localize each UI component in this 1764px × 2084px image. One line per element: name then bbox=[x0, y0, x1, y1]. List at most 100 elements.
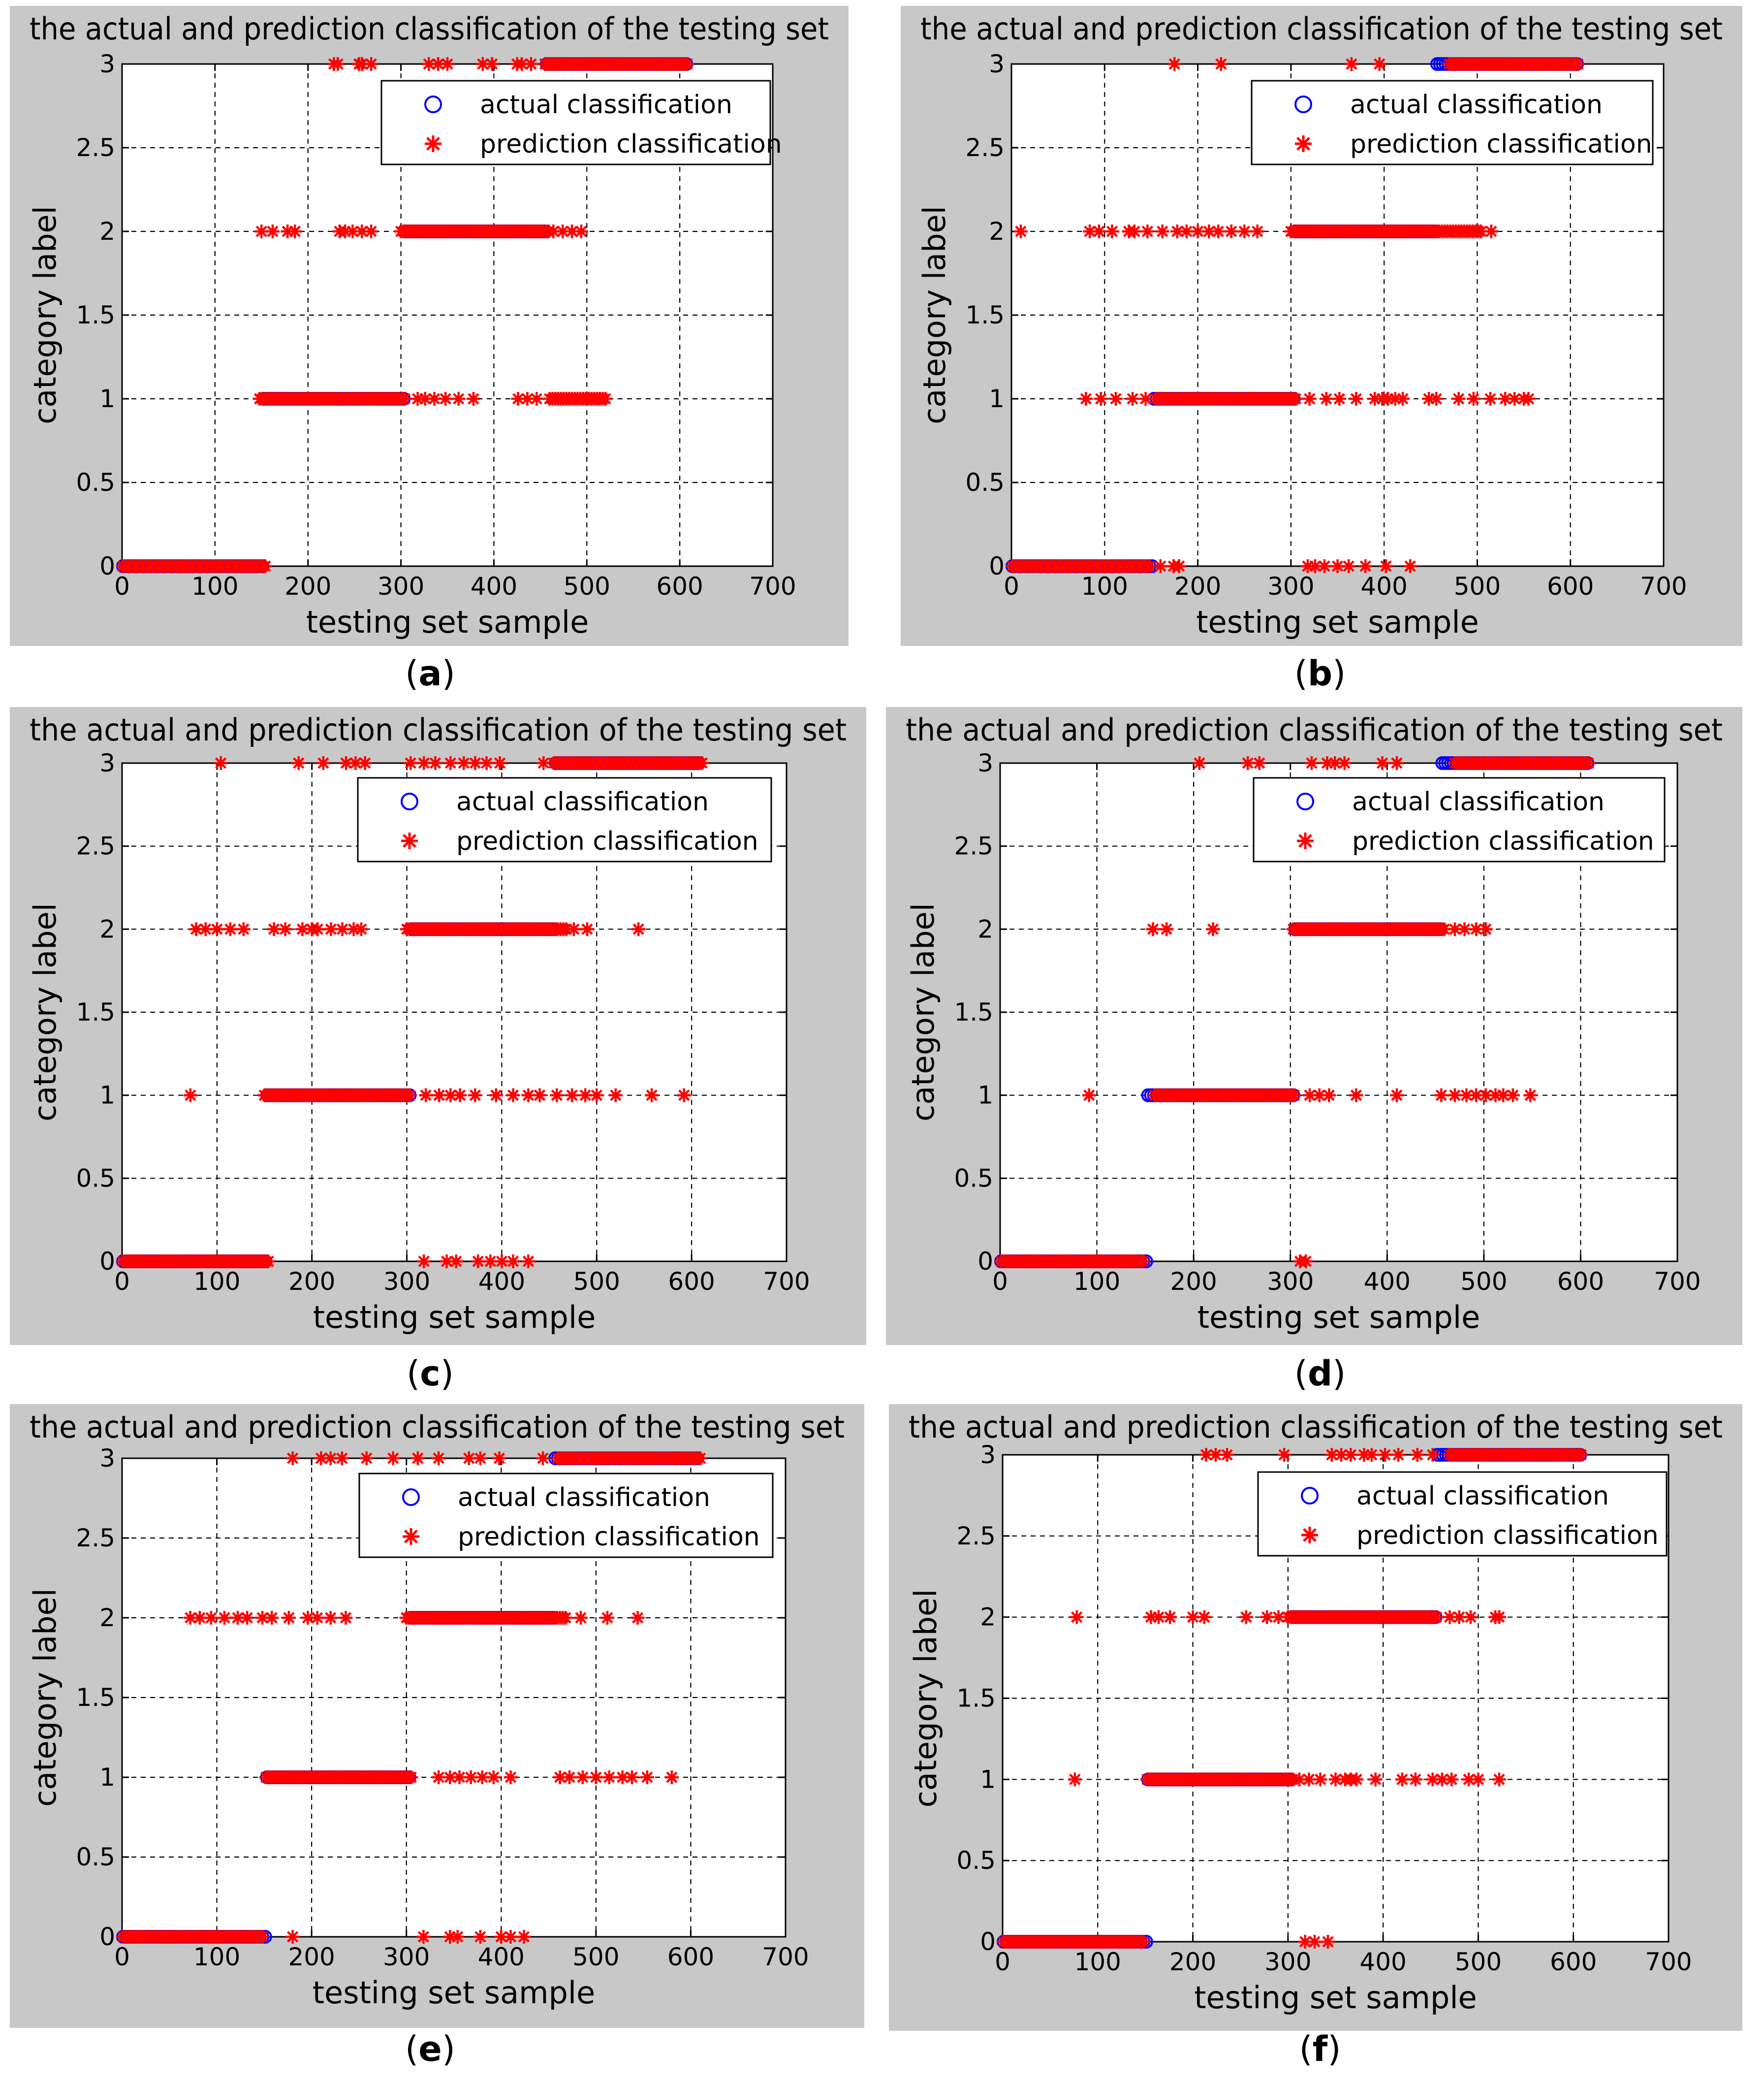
x-tick-label: 700 bbox=[763, 1267, 810, 1296]
grid-lines bbox=[121, 63, 774, 567]
prediction-point bbox=[693, 1451, 707, 1465]
x-tick-label: 700 bbox=[762, 1943, 809, 1971]
prediction-point bbox=[255, 1930, 270, 1944]
x-tick-label: 600 bbox=[1550, 1948, 1597, 1976]
prediction-point bbox=[439, 392, 453, 406]
prediction-point bbox=[1070, 1610, 1084, 1624]
prediction-point bbox=[1410, 1448, 1424, 1462]
x-tick-label: 200 bbox=[1169, 1948, 1216, 1976]
prediction-point bbox=[440, 1254, 454, 1268]
prediction-point bbox=[1127, 224, 1141, 238]
prediction-point bbox=[598, 392, 613, 406]
chart-panel-c: 0 100 200 300 400 500 600 700 0 0.5 1 1.5 2 2.5 3 actua… bbox=[10, 707, 866, 1345]
prediction-point bbox=[285, 1451, 300, 1465]
chart-title: the actual and prediction classification… bbox=[30, 1409, 845, 1445]
prediction-point bbox=[1462, 1772, 1476, 1787]
prediction-point bbox=[386, 1451, 400, 1465]
prediction-point bbox=[1241, 756, 1255, 770]
prediction-point bbox=[602, 1770, 616, 1784]
prediction-point bbox=[485, 57, 499, 71]
prediction-point bbox=[427, 392, 441, 406]
prediction-point bbox=[1429, 1610, 1444, 1624]
caption-letter: c bbox=[420, 1353, 441, 1394]
caption-letter: a bbox=[418, 653, 441, 694]
prediction-point bbox=[664, 1770, 679, 1784]
y-axis-label: category label bbox=[27, 903, 63, 1122]
y-axis-label: category label bbox=[905, 903, 941, 1122]
prediction-point bbox=[346, 922, 361, 936]
prediction-point bbox=[521, 1088, 536, 1102]
prediction-point bbox=[520, 392, 535, 406]
prediction-point bbox=[590, 1088, 604, 1102]
chart-title: the actual and prediction classification… bbox=[30, 712, 847, 748]
y-tick-label: 1.5 bbox=[76, 1683, 115, 1712]
prediction-point bbox=[443, 1088, 458, 1102]
prediction-point bbox=[468, 756, 482, 770]
x-axis-label: testing set sample bbox=[1194, 1980, 1477, 2016]
prediction-point bbox=[452, 1770, 467, 1784]
legend-circle-icon bbox=[401, 793, 418, 810]
prediction-point bbox=[339, 756, 353, 770]
prediction-point bbox=[410, 1451, 425, 1465]
prediction-series bbox=[116, 1451, 707, 1944]
y-tick-label: 2 bbox=[977, 915, 993, 943]
x-tick-label: 400 bbox=[478, 1267, 525, 1296]
caption-letter: f bbox=[1313, 2029, 1328, 2069]
prediction-point bbox=[355, 224, 369, 238]
prediction-point bbox=[1307, 1935, 1322, 1949]
y-tick-label: 0.5 bbox=[954, 1164, 993, 1192]
y-tick-label: 2.5 bbox=[76, 133, 115, 162]
prediction-point bbox=[471, 1254, 485, 1268]
legend-entry: prediction classification bbox=[456, 827, 758, 856]
prediction-point bbox=[1302, 392, 1317, 406]
legend-circle-icon bbox=[402, 1488, 420, 1506]
x-tick-label: 0 bbox=[114, 572, 130, 601]
x-tick-label: 0 bbox=[1004, 572, 1019, 601]
prediction-point bbox=[511, 392, 525, 406]
prediction-point bbox=[457, 756, 471, 770]
legend: actual classification prediction classifi… bbox=[357, 777, 772, 863]
prediction-point bbox=[1140, 224, 1155, 238]
chart-title: the actual and prediction classification… bbox=[920, 11, 1723, 47]
prediction-point bbox=[258, 559, 272, 573]
y-tick-label: 2.5 bbox=[76, 832, 115, 861]
prediction-point bbox=[589, 1770, 603, 1784]
y-tick-label: 0.5 bbox=[76, 1164, 115, 1192]
prediction-point bbox=[183, 1088, 197, 1102]
prediction-point bbox=[575, 1770, 590, 1784]
prediction-point bbox=[1378, 1448, 1392, 1462]
prediction-point bbox=[1068, 1772, 1082, 1787]
prediction-point bbox=[1292, 1772, 1307, 1787]
chart-panel-d: 0 100 200 300 400 500 600 700 0 0.5 1 1.5 2 2.5 3 actua… bbox=[886, 707, 1742, 1345]
prediction-point bbox=[358, 756, 372, 770]
prediction-point bbox=[355, 57, 369, 71]
prediction-point bbox=[1437, 922, 1451, 936]
x-tick-label: 700 bbox=[1654, 1267, 1701, 1296]
prediction-point bbox=[254, 224, 269, 238]
y-tick-label: 1 bbox=[980, 1765, 996, 1794]
x-tick-label: 300 bbox=[1267, 572, 1314, 601]
prediction-point bbox=[1300, 559, 1315, 573]
prediction-point bbox=[416, 1930, 431, 1944]
prediction-point bbox=[432, 1770, 446, 1784]
prediction-point bbox=[1304, 756, 1319, 770]
prediction-point bbox=[255, 1611, 270, 1625]
prediction-point bbox=[422, 57, 436, 71]
prediction-point bbox=[1250, 224, 1264, 238]
y-tick-label: 2 bbox=[980, 1603, 996, 1632]
y-tick-label: 0 bbox=[99, 552, 115, 580]
legend-entry: actual classification bbox=[1350, 90, 1603, 120]
chart-title: the actual and prediction classification… bbox=[909, 1409, 1723, 1445]
legend-star-icon bbox=[425, 135, 441, 152]
prediction-point bbox=[1521, 392, 1536, 406]
prediction-point bbox=[403, 1088, 417, 1102]
prediction-point bbox=[1322, 1088, 1336, 1102]
caption-letter: b bbox=[1308, 653, 1332, 694]
prediction-point bbox=[1368, 392, 1382, 406]
x-tick-label: 300 bbox=[383, 1267, 430, 1296]
x-axis-label: testing set sample bbox=[306, 604, 589, 640]
prediction-point bbox=[398, 392, 412, 406]
prediction-point bbox=[453, 1088, 467, 1102]
prediction-point bbox=[1574, 1448, 1588, 1462]
prediction-point bbox=[1083, 224, 1097, 238]
